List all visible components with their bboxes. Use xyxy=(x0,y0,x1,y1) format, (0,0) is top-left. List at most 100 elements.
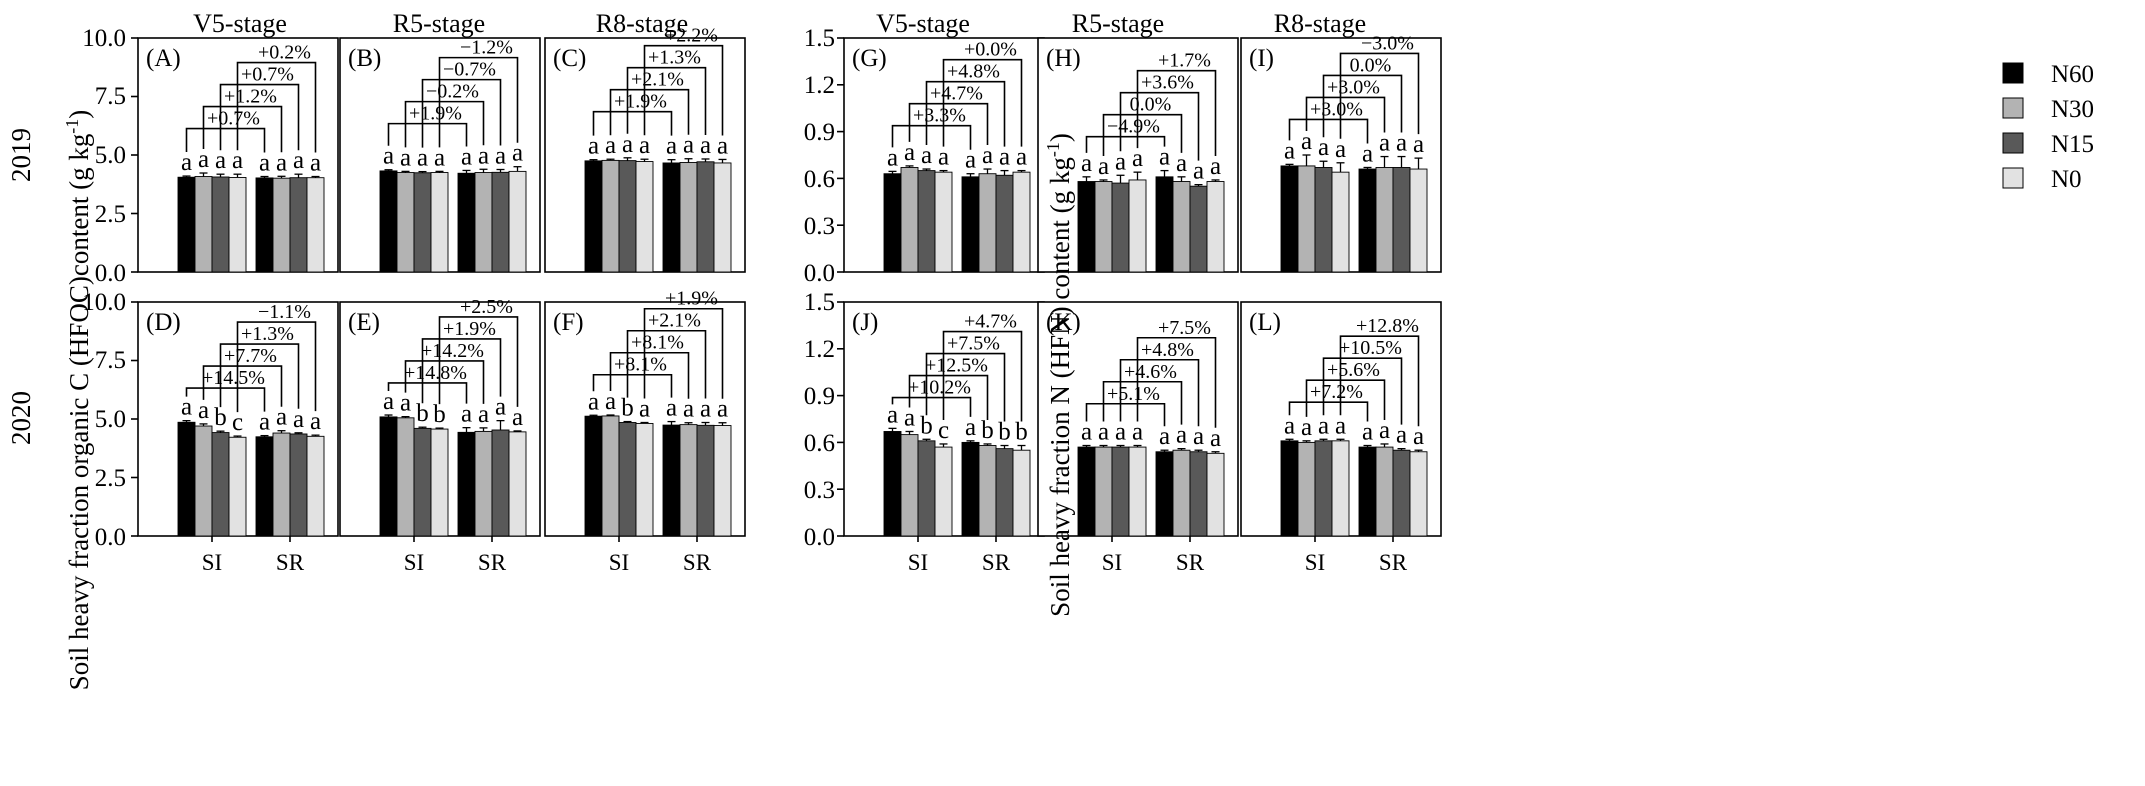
comparison-bracket xyxy=(609,351,690,399)
bar-n30 xyxy=(1172,181,1191,273)
significance-letter: a xyxy=(512,404,523,431)
bar-n0 xyxy=(635,161,654,273)
comparison-bracket xyxy=(421,338,502,404)
percent-change-label: +0.2% xyxy=(258,42,311,64)
comparison-bracket xyxy=(1085,135,1166,153)
significance-letter: a xyxy=(1396,130,1407,157)
percent-change-label: 0.0% xyxy=(1130,94,1172,116)
bar-n30 xyxy=(978,445,997,537)
comparison-bracket xyxy=(404,100,485,148)
x-category-label: SR xyxy=(478,550,507,575)
significance-letter: a xyxy=(887,401,898,428)
comparison-bracket xyxy=(387,122,468,147)
bar-n15 xyxy=(1189,451,1208,537)
significance-letter: a xyxy=(717,396,728,423)
significance-letter: a xyxy=(683,132,694,159)
y-tick-label: 0.9 xyxy=(804,119,835,146)
bar-n60 xyxy=(1358,168,1377,273)
bar-n15 xyxy=(1314,440,1333,537)
significance-letter: a xyxy=(904,404,915,431)
year-label-2020: 2020 xyxy=(6,391,36,445)
bar-n30 xyxy=(900,434,919,537)
percent-change-label: −1.1% xyxy=(258,301,311,323)
significance-letter: a xyxy=(495,394,506,421)
comparison-bracket xyxy=(942,330,1023,422)
panel-label: (J) xyxy=(852,309,878,336)
y-tick-label: 2.5 xyxy=(95,465,126,492)
significance-letter: a xyxy=(605,132,616,159)
significance-letter: a xyxy=(1210,153,1221,180)
significance-letter: a xyxy=(400,390,411,417)
significance-letter: c xyxy=(232,409,243,436)
bar-n60 xyxy=(457,172,476,273)
comparison-bracket xyxy=(1119,91,1200,161)
x-category-label: SR xyxy=(276,550,305,575)
percent-change-label: +1.2% xyxy=(224,86,277,108)
bar-n0 xyxy=(228,177,247,273)
y-tick-label: 7.5 xyxy=(95,347,126,374)
bar-n30 xyxy=(474,430,493,537)
bar-n60 xyxy=(457,431,476,537)
comparison-bracket xyxy=(891,124,972,150)
significance-letter: a xyxy=(700,396,711,423)
stage-title-hfn-r8: R8-stage xyxy=(1274,9,1366,38)
panel-label: (K) xyxy=(1046,309,1081,336)
bar-n0 xyxy=(1331,171,1350,273)
bar-n0 xyxy=(306,177,325,273)
panel-f: (F)a a b a a a a a+8.1%+8.1%+2.1%+1.9%SI SR xyxy=(553,288,732,575)
comparison-bracket xyxy=(438,56,519,148)
bar-n30 xyxy=(1375,167,1394,273)
x-category-label: SI xyxy=(1305,550,1325,575)
bar-n60 xyxy=(1077,181,1096,273)
y-tick-label: 5.0 xyxy=(95,142,126,169)
comparison-bracket xyxy=(925,80,1006,147)
percent-change-label: −0.2% xyxy=(426,81,479,103)
bar-n0 xyxy=(1206,452,1225,537)
panel-d: (D)a a b c a a a a+14.5%+7.7%+1.3%−1.1%SI SR xyxy=(131,301,325,575)
legend-swatch-n60 xyxy=(2002,62,2024,84)
significance-letter: a xyxy=(478,401,489,428)
percent-change-label: +10.2% xyxy=(908,377,971,399)
comparison-bracket xyxy=(236,321,317,413)
comparison-bracket xyxy=(202,105,283,153)
bar-n0 xyxy=(1128,179,1147,273)
y-tick-label: 0.3 xyxy=(804,477,835,504)
percent-change-label: +1.7% xyxy=(1158,50,1211,72)
panel-h: (H)a a a a a a a a−4.9%0.0%+3.6%+1.7% xyxy=(1046,45,1225,273)
bar-n0 xyxy=(713,162,732,273)
comparison-bracket xyxy=(908,374,989,420)
significance-letter: a xyxy=(639,396,650,423)
x-category-label: SI xyxy=(908,550,928,575)
bar-n60 xyxy=(584,415,603,537)
legend-swatch-n30 xyxy=(2002,97,2024,119)
hfoc-y-ticks-2020: 0.0 2.5 5.0 7.5 10.0 xyxy=(82,289,126,551)
bar-n15 xyxy=(211,432,230,537)
comparison-bracket xyxy=(592,110,673,136)
comparison-bracket xyxy=(421,78,502,148)
y-tick-label: 1.2 xyxy=(804,72,835,99)
panel-label: (I) xyxy=(1249,45,1274,72)
significance-letter: a xyxy=(383,388,394,415)
bar-n15 xyxy=(995,174,1014,273)
comparison-bracket xyxy=(643,44,724,136)
bar-n60 xyxy=(255,436,274,537)
bar-n30 xyxy=(1297,165,1316,273)
comparison-bracket xyxy=(219,343,300,409)
comparison-bracket xyxy=(236,61,317,153)
significance-letter: a xyxy=(938,144,949,171)
bar-n15 xyxy=(211,176,230,273)
bar-n0 xyxy=(228,436,247,537)
significance-letter: a xyxy=(259,150,270,177)
significance-letter: a xyxy=(1318,412,1329,439)
percent-change-label: +8.1% xyxy=(614,354,667,376)
x-category-label: SR xyxy=(1176,550,1205,575)
significance-letter: c xyxy=(938,417,949,444)
y-tick-label: 0.3 xyxy=(804,213,835,240)
percent-change-label: +3.0% xyxy=(1310,98,1363,120)
bar-n0 xyxy=(508,170,527,273)
panel-label: (B) xyxy=(348,45,381,72)
significance-letter: a xyxy=(1335,136,1346,163)
bar-n30 xyxy=(1094,181,1113,273)
comparison-bracket xyxy=(1322,357,1403,425)
panel-label: (L) xyxy=(1249,309,1281,336)
